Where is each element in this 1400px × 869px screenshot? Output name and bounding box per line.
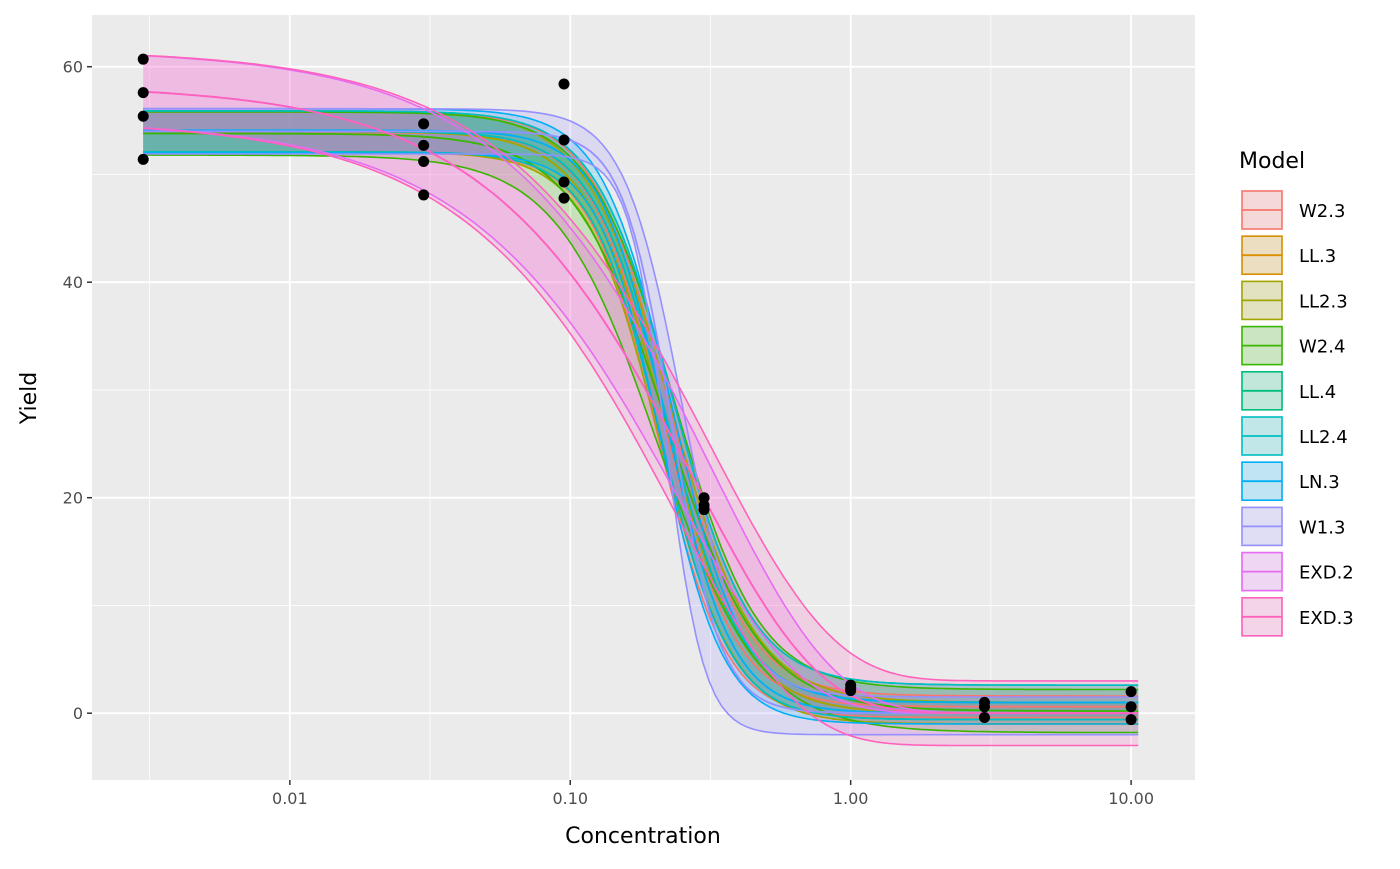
legend-label: EXD.3: [1299, 608, 1354, 629]
fit-lines: [143, 54, 1139, 747]
y-tick-label: 20: [63, 489, 83, 508]
confidence-band-W1.3: [143, 108, 1139, 735]
data-points: [137, 53, 1137, 726]
legend-item-W2.4: W2.4: [1241, 325, 1345, 366]
band-upper-W1.3: [143, 107, 1139, 698]
data-point: [418, 156, 430, 168]
y-tick-label: 60: [63, 58, 83, 77]
data-point: [137, 153, 149, 165]
data-point: [845, 685, 857, 697]
legend-label: EXD.2: [1299, 563, 1354, 584]
data-point: [418, 189, 430, 201]
data-point: [978, 701, 990, 713]
x-axis-label: Concentration: [565, 824, 721, 849]
data-point: [698, 492, 710, 504]
legend-item-EXD.2: EXD.2: [1241, 551, 1354, 592]
data-point: [558, 78, 570, 90]
y-tick-label: 0: [73, 704, 83, 723]
legend-item-LL2.4: LL2.4: [1241, 416, 1348, 456]
legend-label: W1.3: [1299, 517, 1345, 538]
legend-label: LL2.4: [1299, 427, 1348, 448]
legend-item-LL.3: LL.3: [1241, 235, 1336, 276]
y-axis-label: Yield: [17, 372, 42, 425]
legend-title: Model: [1239, 149, 1305, 174]
fit-line-W2.3: [143, 131, 1139, 708]
confidence-bands: [143, 55, 1139, 746]
data-point: [978, 712, 990, 724]
legend: W2.3 LL.3 LL2.3 W2.4 LL.4 LL2.4 LN.3 W1.3 EXD.2 E…: [1241, 190, 1354, 637]
legend-label: LN.3: [1299, 472, 1340, 493]
legend-item-W2.3: W2.3: [1241, 190, 1345, 230]
data-point: [1125, 686, 1137, 698]
legend-label: W2.4: [1299, 337, 1345, 358]
data-point: [1125, 701, 1137, 713]
data-point: [137, 53, 149, 65]
legend-label: LL.4: [1299, 382, 1336, 403]
fit-line-W2.4: [143, 132, 1139, 712]
y-axis-ticks: 0 20 40 60: [63, 58, 92, 723]
data-point: [558, 134, 570, 146]
legend-item-LN.3: LN.3: [1241, 461, 1340, 502]
data-point: [418, 139, 430, 151]
band-lower-W1.3: [143, 153, 1139, 736]
band-upper-EXD.3: [143, 54, 1139, 682]
x-tick-label: 0.10: [552, 789, 588, 808]
legend-item-W1.3: W1.3: [1241, 506, 1345, 547]
legend-item-LL2.3: LL2.3: [1241, 280, 1348, 321]
x-tick-label: 1.00: [833, 789, 869, 808]
x-tick-label: 10.00: [1108, 789, 1154, 808]
band-lower-LL2.4: [143, 151, 1139, 721]
legend-label: W2.3: [1299, 201, 1345, 222]
y-tick-label: 40: [63, 273, 83, 292]
fit-line-EXD.3: [143, 90, 1139, 715]
legend-label: LL2.3: [1299, 291, 1348, 312]
data-point: [1125, 714, 1137, 726]
legend-item-EXD.3: EXD.3: [1241, 596, 1354, 637]
data-point: [558, 176, 570, 188]
legend-item-LL.4: LL.4: [1241, 370, 1336, 411]
x-axis-ticks: 0.01 0.10 1.00 10.00: [272, 780, 1154, 808]
band-lower-W2.4: [143, 154, 1139, 734]
data-point: [698, 504, 710, 516]
band-lower-LN.3: [143, 152, 1139, 725]
x-tick-label: 0.01: [272, 789, 308, 808]
legend-label: LL.3: [1299, 246, 1336, 267]
grid: [92, 15, 1195, 780]
confidence-band-EXD.3: [143, 55, 1139, 746]
data-point: [558, 192, 570, 204]
band-upper-W2.4: [143, 111, 1139, 691]
confidence-band-EXD.2: [143, 55, 1139, 714]
data-point: [137, 87, 149, 99]
data-point: [137, 110, 149, 122]
data-point: [418, 118, 430, 130]
band-lower-EXD.3: [143, 127, 1139, 747]
